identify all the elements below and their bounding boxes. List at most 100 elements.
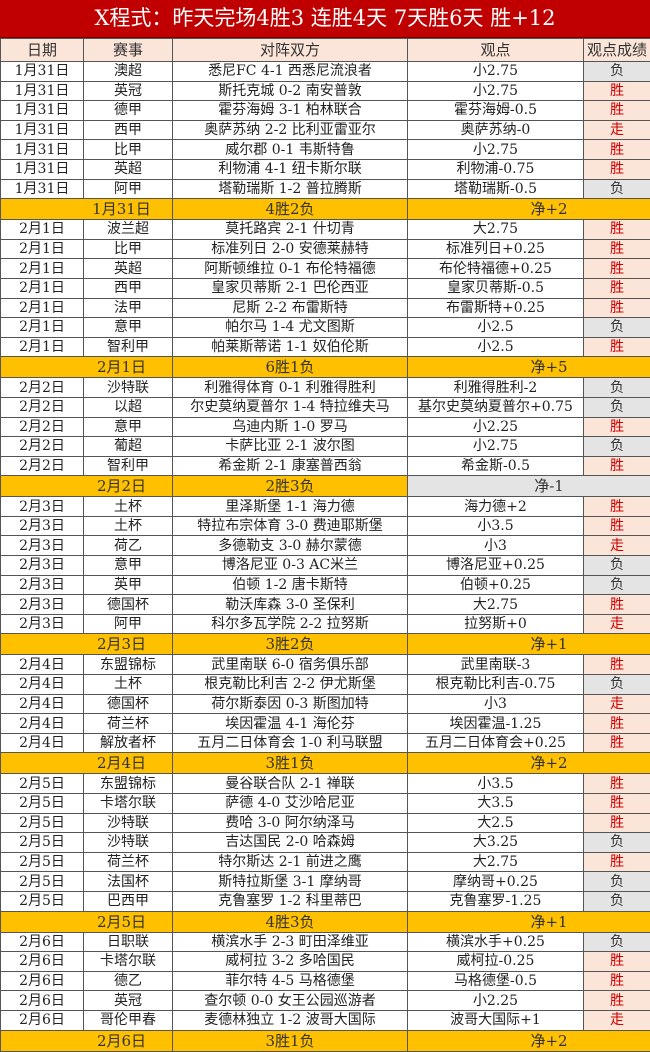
pick-cell: 希金斯-0.5 bbox=[408, 456, 584, 476]
match-cell: 尼斯 2-2 布雷斯特 bbox=[173, 298, 408, 318]
result-cell: 胜 bbox=[584, 417, 650, 437]
pick-cell: 小2.75 bbox=[408, 62, 584, 82]
match-cell: 里泽斯堡 1-1 海力德 bbox=[173, 497, 408, 517]
pick-cell: 基尔史莫纳夏普尔+0.75 bbox=[408, 397, 584, 417]
summary-date: 2月1日 bbox=[1, 357, 173, 378]
pick-cell: 塔勒瑞斯-0.5 bbox=[408, 179, 584, 199]
date-cell: 1月31日 bbox=[1, 101, 84, 121]
league-cell: 巴西甲 bbox=[84, 891, 173, 911]
date-cell: 2月6日 bbox=[1, 932, 84, 952]
result-cell: 胜 bbox=[584, 733, 650, 753]
league-cell: 意甲 bbox=[84, 556, 173, 576]
summary-date: 2月5日 bbox=[1, 911, 173, 932]
summary-net: 净+1 bbox=[408, 911, 650, 932]
match-cell: 特尔斯达 2-1 前进之鹰 bbox=[173, 852, 408, 872]
pick-cell: 布伦特福德+0.25 bbox=[408, 259, 584, 279]
date-cell: 2月5日 bbox=[1, 891, 84, 911]
header-date: 日期 bbox=[1, 39, 84, 62]
date-cell: 2月6日 bbox=[1, 952, 84, 972]
result-cell: 胜 bbox=[584, 81, 650, 101]
date-cell: 2月5日 bbox=[1, 794, 84, 814]
pick-cell: 小2.25 bbox=[408, 991, 584, 1011]
summary-record: 4胜2负 bbox=[173, 199, 408, 220]
summary-net: 净-1 bbox=[408, 476, 650, 497]
date-cell: 2月5日 bbox=[1, 872, 84, 892]
pick-cell: 大2.75 bbox=[408, 852, 584, 872]
league-cell: 德甲 bbox=[84, 101, 173, 121]
pick-cell: 霍芬海姆-0.5 bbox=[408, 101, 584, 121]
pick-cell: 皇家贝蒂斯-0.5 bbox=[408, 278, 584, 298]
league-cell: 哥伦甲春 bbox=[84, 1010, 173, 1030]
match-cell: 尔史莫纳夏普尔 1-4 特拉维夫马 bbox=[173, 397, 408, 417]
date-cell: 2月6日 bbox=[1, 1010, 84, 1030]
pick-cell: 博洛尼亚+0.25 bbox=[408, 556, 584, 576]
match-cell: 特拉布宗体育 3-0 费迪耶斯堡 bbox=[173, 516, 408, 536]
league-cell: 东盟锦标 bbox=[84, 655, 173, 675]
match-cell: 查尔顿 0-0 女王公园巡游者 bbox=[173, 991, 408, 1011]
league-cell: 日职联 bbox=[84, 932, 173, 952]
result-cell: 胜 bbox=[584, 813, 650, 833]
pick-cell: 小3 bbox=[408, 694, 584, 714]
league-cell: 澳超 bbox=[84, 62, 173, 82]
date-cell: 1月31日 bbox=[1, 120, 84, 140]
date-cell: 2月3日 bbox=[1, 497, 84, 517]
league-cell: 意甲 bbox=[84, 417, 173, 437]
league-cell: 卡塔尔联 bbox=[84, 952, 173, 972]
pick-cell: 马格德堡-0.5 bbox=[408, 971, 584, 991]
pick-cell: 小3.5 bbox=[408, 774, 584, 794]
result-cell: 走 bbox=[584, 694, 650, 714]
league-cell: 荷兰杯 bbox=[84, 852, 173, 872]
league-cell: 英超 bbox=[84, 259, 173, 279]
date-cell: 2月4日 bbox=[1, 655, 84, 675]
result-cell: 胜 bbox=[584, 456, 650, 476]
league-cell: 意甲 bbox=[84, 318, 173, 338]
date-cell: 2月2日 bbox=[1, 417, 84, 437]
match-cell: 横滨水手 2-3 町田泽维亚 bbox=[173, 932, 408, 952]
pick-cell: 利雅得胜利-2 bbox=[408, 378, 584, 398]
match-cell: 希金斯 2-1 康塞普西翁 bbox=[173, 456, 408, 476]
result-cell: 胜 bbox=[584, 714, 650, 734]
date-cell: 2月3日 bbox=[1, 575, 84, 595]
summary-record: 2胜3负 bbox=[173, 476, 408, 497]
result-cell: 胜 bbox=[584, 595, 650, 615]
league-cell: 德国杯 bbox=[84, 694, 173, 714]
pick-cell: 小3 bbox=[408, 536, 584, 556]
result-cell: 胜 bbox=[584, 794, 650, 814]
date-cell: 2月5日 bbox=[1, 852, 84, 872]
result-cell: 胜 bbox=[584, 991, 650, 1011]
match-cell: 卡萨比亚 2-1 波尔图 bbox=[173, 437, 408, 457]
result-cell: 胜 bbox=[584, 239, 650, 259]
pick-cell: 波哥大国际+1 bbox=[408, 1010, 584, 1030]
result-cell: 走 bbox=[584, 536, 650, 556]
league-cell: 比甲 bbox=[84, 239, 173, 259]
pick-cell: 横滨水手+0.25 bbox=[408, 932, 584, 952]
header-pick: 观点 bbox=[408, 39, 584, 62]
date-cell: 2月1日 bbox=[1, 278, 84, 298]
pick-cell: 小3.5 bbox=[408, 516, 584, 536]
date-cell: 1月31日 bbox=[1, 140, 84, 160]
league-cell: 沙特联 bbox=[84, 813, 173, 833]
match-cell: 莫托路宾 2-1 什切青 bbox=[173, 220, 408, 240]
header-result: 观点成绩 bbox=[584, 39, 650, 62]
date-cell: 1月31日 bbox=[1, 62, 84, 82]
league-cell: 西甲 bbox=[84, 278, 173, 298]
result-cell: 胜 bbox=[584, 971, 650, 991]
match-cell: 费哈 3-0 阿尔纳泽马 bbox=[173, 813, 408, 833]
pick-cell: 布雷斯特+0.25 bbox=[408, 298, 584, 318]
pick-cell: 大3.25 bbox=[408, 833, 584, 853]
